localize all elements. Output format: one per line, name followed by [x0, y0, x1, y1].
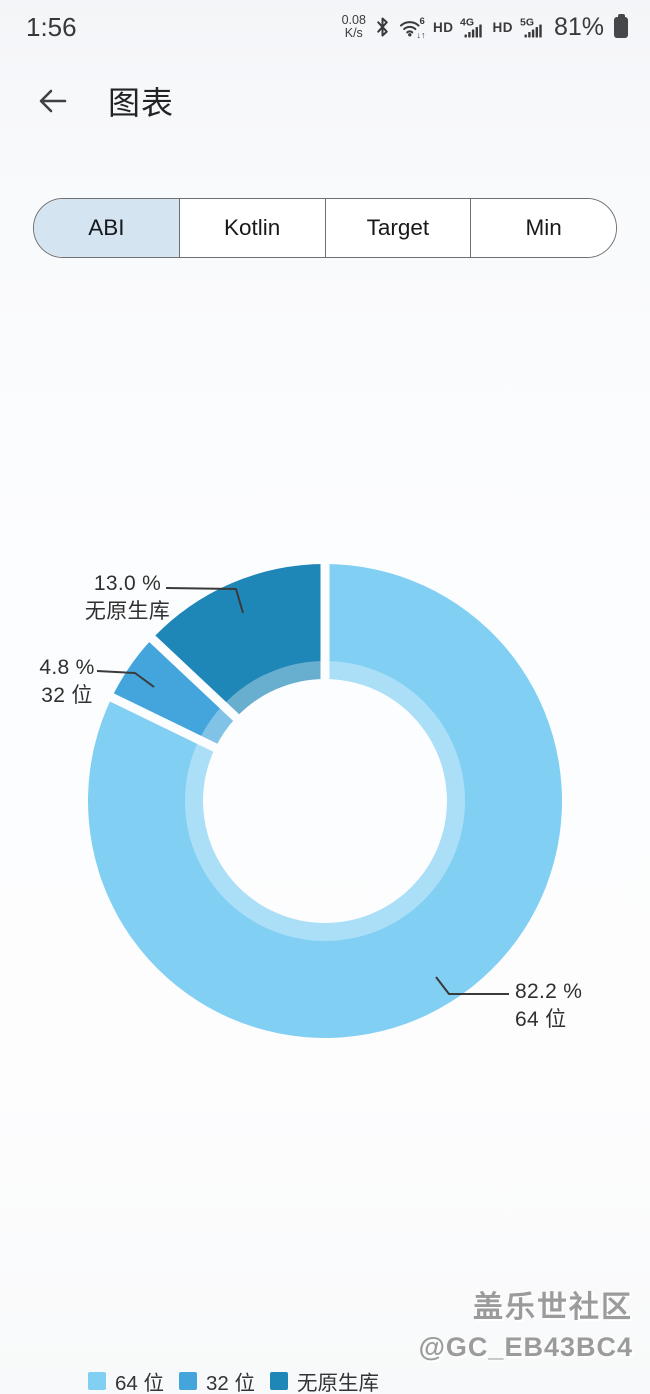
status-icons: 0.08 K/s 6 ↓↑ HD 4G	[342, 13, 628, 42]
slice-percent-64bit: 82.2 %	[515, 980, 583, 1003]
legend-label-32bit: 32 位	[206, 1372, 255, 1394]
donut-segments[interactable]	[88, 560, 563, 1038]
slice-percent-32bit: 4.8 %	[39, 656, 95, 679]
back-button[interactable]	[24, 75, 80, 127]
chart-legend: 64 位 32 位 无原生库	[88, 1366, 379, 1394]
leader-line-64bit	[435, 976, 509, 995]
app-header: 图表	[0, 70, 650, 132]
slice-label-32bit: 4.8 % 32 位	[7, 654, 127, 710]
page-title: 图表	[108, 85, 175, 121]
slice-percent-no-native: 13.0 %	[93, 572, 162, 595]
segment-gap-2	[146, 632, 243, 724]
slice-name-64bit: 64 位	[515, 1008, 567, 1031]
legend-item-no-native: 无原生库	[270, 1366, 379, 1394]
tab-kotlin[interactable]: Kotlin	[178, 199, 325, 257]
slice-name-32bit: 32 位	[41, 684, 93, 707]
bluetooth-icon	[377, 17, 388, 37]
legend-item-64bit: 64 位	[88, 1366, 164, 1394]
tab-min[interactable]: Min	[470, 199, 616, 257]
donut-segment-0[interactable]	[88, 564, 563, 1038]
svg-text:6: 6	[419, 16, 424, 27]
svg-text:4G: 4G	[460, 16, 474, 28]
hd-voice-icon-1: HD	[432, 19, 454, 35]
chart-type-segmented-control: ABI Kotlin Target Min	[33, 198, 617, 258]
tab-abi[interactable]: ABI	[34, 199, 179, 257]
signal-4g-icon: 4G	[460, 16, 483, 37]
slice-label-no-native: 13.0 % 无原生库	[45, 570, 210, 626]
signal-5g-icon: 5G	[520, 16, 542, 37]
slice-name-no-native: 无原生库	[84, 600, 171, 623]
legend-swatch-no-native	[270, 1372, 288, 1390]
network-speed-value: 0.08	[341, 13, 366, 27]
legend-item-32bit: 32 位	[179, 1366, 255, 1394]
wifi-6-icon: 6 ↓↑	[399, 16, 425, 39]
watermark-user-id: @GC_EB43BC4	[418, 1332, 633, 1362]
legend-swatch-64bit	[88, 1372, 106, 1390]
battery-percent: 81%	[553, 12, 604, 41]
legend-label-no-native: 无原生库	[297, 1372, 379, 1394]
watermark-community-name: 盖乐世社区	[473, 1291, 633, 1324]
leader-line-no-native	[165, 587, 244, 614]
tab-target[interactable]: Target	[324, 199, 471, 257]
clock: 1:56	[26, 11, 77, 42]
hd-voice-icon-2: HD	[492, 19, 513, 35]
donut-segment-1[interactable]	[111, 638, 237, 748]
segment-gap-1	[106, 691, 221, 754]
network-speed-indicator: 0.08 K/s	[342, 14, 366, 40]
leader-line-32bit	[96, 670, 155, 688]
legend-swatch-32bit	[179, 1372, 197, 1390]
status-bar: 1:56 0.08 K/s 6 ↓↑ HD 4G	[0, 0, 650, 50]
battery-icon	[614, 13, 628, 38]
back-arrow-icon	[39, 89, 67, 113]
slice-label-64bit: 82.2 % 64 位	[515, 978, 582, 1034]
network-speed-unit: K/s	[344, 26, 363, 40]
legend-label-64bit: 64 位	[115, 1372, 164, 1394]
community-watermark: 盖乐世社区 @GC_EB43BC4	[419, 1282, 633, 1363]
svg-text:↓↑: ↓↑	[416, 30, 425, 39]
svg-text:5G: 5G	[520, 16, 534, 28]
